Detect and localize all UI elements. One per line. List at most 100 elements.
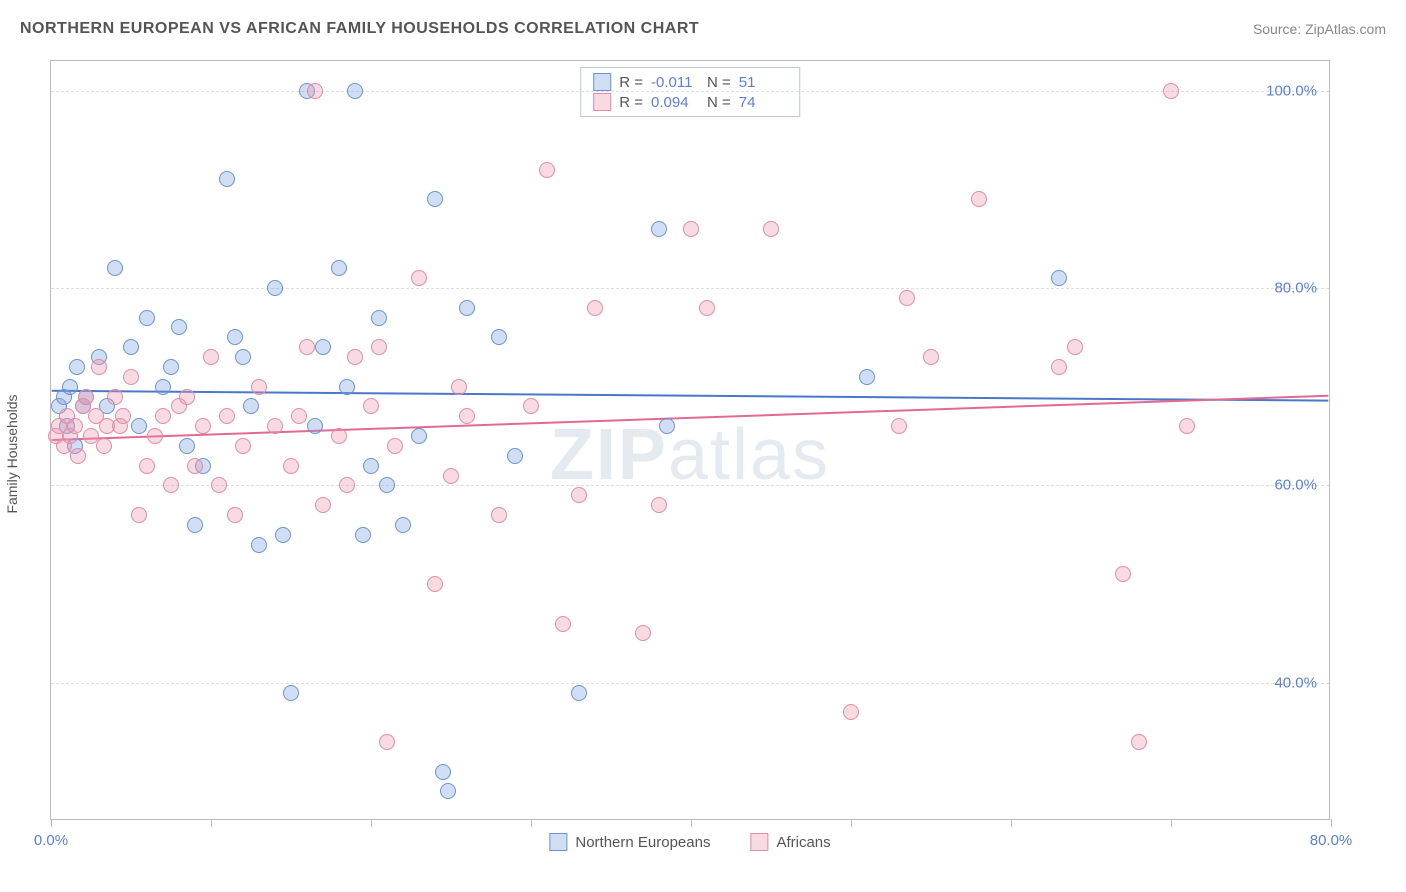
legend-swatch	[750, 833, 768, 851]
scatter-point	[459, 300, 475, 316]
scatter-point	[1051, 270, 1067, 286]
scatter-point	[555, 616, 571, 632]
scatter-point	[67, 418, 83, 434]
scatter-point	[155, 379, 171, 395]
scatter-point	[123, 369, 139, 385]
scatter-point	[275, 527, 291, 543]
scatter-point	[107, 389, 123, 405]
scatter-point	[411, 428, 427, 444]
trend-line	[52, 391, 1329, 401]
scatter-point	[411, 270, 427, 286]
scatter-point	[251, 379, 267, 395]
x-tick	[851, 819, 852, 827]
scatter-point	[1163, 83, 1179, 99]
scatter-point	[227, 507, 243, 523]
legend-swatch	[593, 73, 611, 91]
scatter-point	[315, 339, 331, 355]
scatter-point	[139, 458, 155, 474]
scatter-point	[147, 428, 163, 444]
scatter-point	[523, 398, 539, 414]
scatter-point	[371, 310, 387, 326]
scatter-point	[379, 734, 395, 750]
scatter-point	[347, 349, 363, 365]
legend-swatch	[593, 93, 611, 111]
stat-n-label: N =	[707, 74, 731, 91]
scatter-point	[763, 221, 779, 237]
x-tick-label: 0.0%	[34, 832, 68, 849]
scatter-point	[107, 260, 123, 276]
scatter-point	[395, 517, 411, 533]
scatter-point	[363, 398, 379, 414]
legend-item: Africans	[750, 833, 830, 851]
bottom-legend: Northern Europeans Africans	[549, 833, 830, 851]
scatter-point	[387, 438, 403, 454]
y-tick-label: 80.0%	[1274, 280, 1317, 297]
scatter-point	[283, 458, 299, 474]
stat-r-value: 0.094	[651, 94, 699, 111]
stat-n-value: 74	[739, 94, 787, 111]
scatter-point	[379, 477, 395, 493]
watermark: ZIPatlas	[550, 414, 830, 496]
scatter-point	[331, 260, 347, 276]
x-tick	[531, 819, 532, 827]
scatter-point	[1179, 418, 1195, 434]
scatter-point	[96, 438, 112, 454]
scatter-point	[163, 359, 179, 375]
chart-title: NORTHERN EUROPEAN VS AFRICAN FAMILY HOUS…	[20, 20, 699, 38]
scatter-point	[339, 379, 355, 395]
chart-plot-area: ZIPatlas R =-0.011N =51R =0.094N =74 Nor…	[50, 60, 1330, 820]
scatter-point	[1131, 734, 1147, 750]
stats-legend: R =-0.011N =51R =0.094N =74	[580, 67, 800, 117]
scatter-point	[163, 477, 179, 493]
scatter-point	[267, 280, 283, 296]
scatter-point	[235, 438, 251, 454]
x-tick	[51, 819, 52, 827]
y-tick-label: 40.0%	[1274, 674, 1317, 691]
scatter-point	[187, 458, 203, 474]
scatter-point	[307, 83, 323, 99]
scatter-point	[299, 339, 315, 355]
scatter-point	[179, 389, 195, 405]
scatter-point	[587, 300, 603, 316]
scatter-point	[1115, 566, 1131, 582]
x-tick	[1171, 819, 1172, 827]
legend-swatch	[549, 833, 567, 851]
scatter-point	[69, 359, 85, 375]
scatter-point	[307, 418, 323, 434]
scatter-point	[427, 576, 443, 592]
scatter-point	[491, 507, 507, 523]
scatter-point	[62, 379, 78, 395]
scatter-point	[440, 783, 456, 799]
y-axis-label: Family Households	[4, 394, 20, 513]
scatter-point	[211, 477, 227, 493]
x-tick-label: 80.0%	[1310, 832, 1353, 849]
x-tick	[371, 819, 372, 827]
scatter-point	[843, 704, 859, 720]
scatter-point	[267, 418, 283, 434]
scatter-point	[435, 764, 451, 780]
scatter-point	[571, 487, 587, 503]
scatter-point	[507, 448, 523, 464]
scatter-point	[243, 398, 259, 414]
scatter-point	[659, 418, 675, 434]
scatter-point	[203, 349, 219, 365]
scatter-point	[70, 448, 86, 464]
scatter-point	[1051, 359, 1067, 375]
gridline	[51, 485, 1329, 486]
scatter-point	[195, 418, 211, 434]
scatter-point	[331, 428, 347, 444]
scatter-point	[219, 171, 235, 187]
x-tick	[1331, 819, 1332, 827]
scatter-point	[539, 162, 555, 178]
scatter-point	[123, 339, 139, 355]
y-tick-label: 100.0%	[1266, 82, 1317, 99]
scatter-point	[427, 191, 443, 207]
gridline	[51, 91, 1329, 92]
scatter-point	[171, 319, 187, 335]
legend-label: Africans	[776, 834, 830, 851]
scatter-point	[187, 517, 203, 533]
stat-r-value: -0.011	[651, 74, 699, 91]
scatter-point	[1067, 339, 1083, 355]
legend-label: Northern Europeans	[575, 834, 710, 851]
scatter-point	[971, 191, 987, 207]
